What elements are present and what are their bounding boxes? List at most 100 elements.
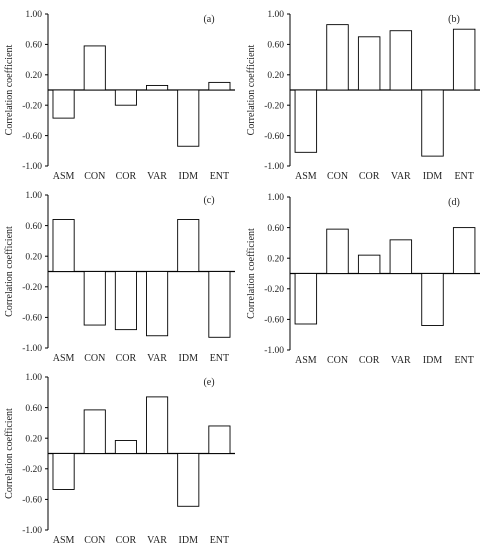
y-tick-label: -0.60	[22, 314, 42, 324]
y-tick-label: -0.20	[22, 465, 42, 475]
bar-cor	[114, 271, 137, 331]
y-tick-label: -0.60	[264, 316, 284, 326]
category-label: CON	[84, 171, 105, 182]
y-tick-label: -1.00	[22, 162, 42, 172]
bar-idm	[177, 453, 200, 507]
y-axis-title: Correlation coefficient	[246, 228, 257, 319]
bar-asm	[52, 219, 75, 272]
y-tick-label: 0.60	[267, 224, 284, 234]
bar-idm	[421, 273, 444, 326]
bar-ent	[208, 271, 231, 338]
category-label: ASM	[53, 535, 75, 546]
category-label: ASM	[295, 171, 317, 182]
category-label: VAR	[391, 355, 411, 366]
category-label: ENT	[210, 535, 229, 546]
y-tick-label: -0.20	[22, 101, 42, 111]
bar-idm	[177, 89, 200, 147]
bar-idm	[421, 89, 444, 157]
bar-ent	[452, 28, 476, 91]
panel-label: (b)	[448, 14, 460, 25]
y-tick-label: 0.60	[25, 404, 42, 414]
bar-var	[389, 30, 413, 91]
bar-var	[146, 84, 169, 91]
bar-cor	[114, 440, 137, 454]
bar-ent	[208, 81, 231, 91]
panel-label: (e)	[203, 377, 214, 388]
bar-asm	[294, 273, 318, 325]
category-label: ASM	[295, 355, 317, 366]
category-label: CON	[84, 535, 105, 546]
bar-asm	[52, 89, 75, 119]
bar-con	[83, 45, 106, 91]
y-tick-label: -1.00	[264, 346, 284, 356]
panel-label: (a)	[203, 14, 214, 25]
chart-panel-b: 1.00 0.60 0.20 -0.20 -0.60 -1.00 Correlation c…	[246, 10, 480, 182]
y-tick-label: -0.60	[264, 132, 284, 142]
y-tick-label: -1.00	[22, 344, 42, 354]
bar-con	[83, 271, 106, 326]
panel-label: (d)	[448, 197, 460, 208]
y-tick-label: -0.20	[264, 285, 284, 295]
bar-var	[389, 239, 413, 274]
bar-ent	[452, 227, 476, 274]
category-label: VAR	[391, 171, 411, 182]
y-tick-label: 0.60	[267, 41, 284, 51]
bar-var	[146, 271, 169, 337]
bar-cor	[114, 89, 137, 106]
y-axis-title: Correlation coefficient	[246, 44, 257, 135]
y-tick-label: 1.00	[25, 373, 42, 383]
y-tick-label: 1.00	[267, 10, 284, 20]
category-label: IDM	[179, 353, 199, 364]
y-tick-label: -1.00	[264, 162, 284, 172]
category-label: IDM	[179, 535, 199, 546]
category-label: CON	[327, 171, 348, 182]
category-label: COR	[116, 535, 137, 546]
bar-asm	[294, 89, 318, 153]
chart-panel-a: 1.00 0.60 0.20 -0.20 -0.60 -1.00 Correlation c…	[4, 10, 235, 182]
category-label: ENT	[210, 171, 229, 182]
bar-ent	[208, 425, 231, 454]
bar-var	[146, 396, 169, 454]
category-label: ENT	[454, 355, 473, 366]
category-label: COR	[359, 171, 380, 182]
y-tick-label: 0.20	[267, 71, 284, 81]
bar-cor	[357, 254, 381, 274]
category-label: IDM	[423, 171, 443, 182]
bar-con	[326, 24, 349, 91]
category-label: ASM	[53, 171, 75, 182]
y-axis-title: Correlation coefficient	[4, 44, 15, 135]
panel-label: (c)	[203, 195, 214, 206]
category-label: CON	[327, 355, 348, 366]
bar-con	[83, 409, 106, 454]
category-label: VAR	[147, 171, 167, 182]
bar-idm	[177, 219, 200, 272]
y-tick-label: -0.60	[22, 132, 42, 142]
y-tick-label: 0.20	[25, 71, 42, 81]
category-label: IDM	[179, 171, 199, 182]
y-tick-label: 0.60	[25, 222, 42, 232]
y-tick-label: 1.00	[267, 193, 284, 203]
bar-cor	[357, 36, 381, 91]
y-tick-label: 0.20	[25, 434, 42, 444]
y-tick-label: 1.00	[25, 191, 42, 201]
bar-asm	[52, 453, 75, 490]
category-label: ENT	[210, 353, 229, 364]
chart-panel-e: 1.00 0.60 0.20 -0.20 -0.60 -1.00 Correlation c…	[4, 373, 235, 546]
category-label: COR	[359, 355, 380, 366]
category-label: ASM	[53, 353, 75, 364]
y-tick-label: 1.00	[25, 10, 42, 20]
category-label: COR	[116, 353, 137, 364]
category-label: VAR	[147, 535, 167, 546]
bar-con	[326, 228, 349, 274]
category-label: ENT	[454, 171, 473, 182]
y-tick-label: -0.60	[22, 496, 42, 506]
y-axis-title: Correlation coefficient	[4, 226, 15, 317]
y-tick-label: -0.20	[264, 101, 284, 111]
y-tick-label: 0.60	[25, 41, 42, 51]
category-label: COR	[116, 171, 137, 182]
y-axis-title: Correlation coefficient	[4, 408, 15, 499]
chart-panel-c: 1.00 0.60 0.20 -0.20 -0.60 -1.00 Correlation c…	[4, 191, 235, 364]
category-label: CON	[84, 353, 105, 364]
category-label: IDM	[423, 355, 443, 366]
